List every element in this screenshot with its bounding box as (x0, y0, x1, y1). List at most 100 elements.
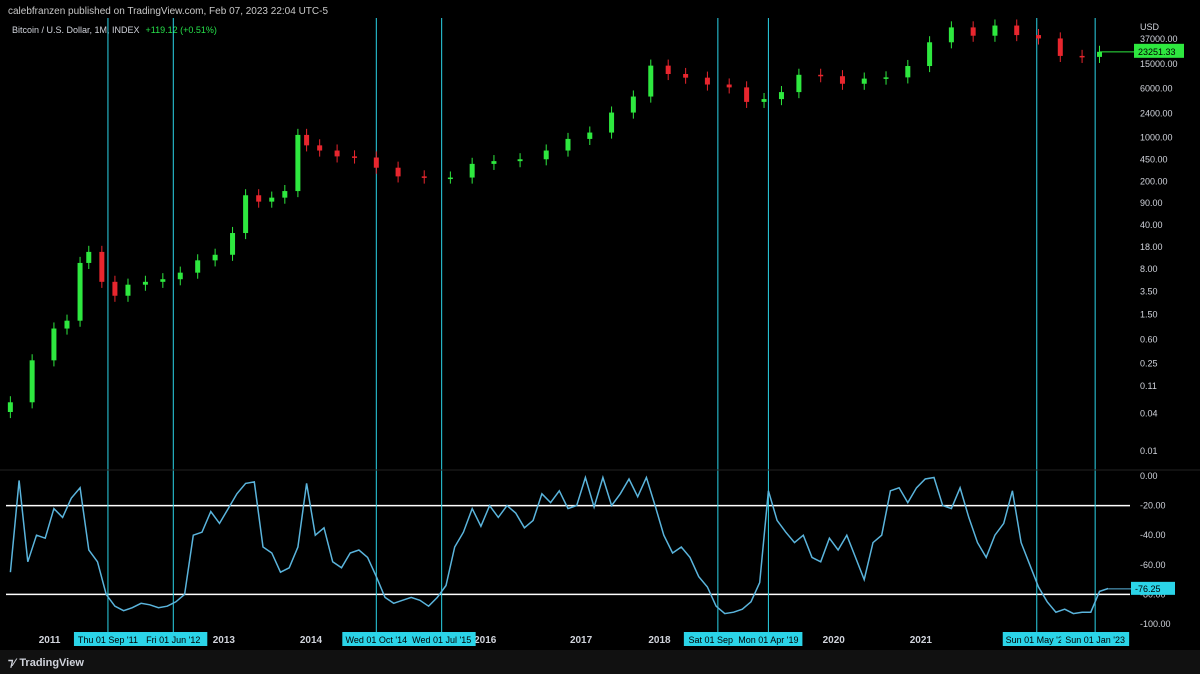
date-marker-label: Fri 01 Jun '12 (146, 635, 200, 645)
candle-body (1036, 35, 1042, 39)
candle-body (543, 150, 549, 160)
symbol-name: Bitcoin / U.S. Dollar, 1M, INDEX (12, 25, 140, 35)
time-tick-label: 2011 (39, 635, 61, 646)
date-marker-tag (139, 632, 208, 646)
oscillator-tick-label: -60.00 (1140, 560, 1166, 570)
price-tick-label: 15000.00 (1140, 59, 1178, 69)
oscillator-tick-label: -20.00 (1140, 501, 1166, 511)
candle-body (160, 279, 166, 282)
oscillator-tick-label: 0.00 (1140, 471, 1158, 481)
candle-body (744, 87, 750, 102)
date-marker-label: Sun 01 Jan '23 (1065, 635, 1125, 645)
candle-body (243, 195, 249, 234)
candle-body (704, 77, 710, 85)
price-tick-label: 6000.00 (1140, 84, 1173, 94)
candle-body (230, 233, 236, 255)
date-marker-label: Wed 01 Oct '14 (346, 635, 408, 645)
tradingview-brand[interactable]: ⁊⁄ TradingView (8, 656, 84, 669)
candle-body (905, 66, 911, 78)
candle-body (256, 195, 262, 202)
symbol-legend: Bitcoin / U.S. Dollar, 1M, INDEX +119.12 … (12, 25, 217, 35)
oscillator-line (9, 474, 1109, 615)
price-tick-label: 3.50 (1140, 287, 1158, 297)
candle-body (29, 360, 35, 403)
date-marker-tag (1061, 632, 1130, 646)
candle-body (295, 134, 301, 192)
date-marker-label: Mon 01 Apr '19 (738, 635, 798, 645)
candle-body (99, 251, 105, 282)
candle-body (726, 84, 732, 88)
candle-body (334, 150, 340, 157)
time-tick-label: 2016 (474, 635, 497, 646)
candle-body (212, 254, 218, 261)
price-tick-label: 18.00 (1140, 242, 1163, 252)
time-tick-label: 2020 (823, 635, 846, 646)
candle-body (491, 161, 497, 164)
candle-body (269, 197, 275, 202)
candle-body (587, 132, 593, 139)
publisher-line: calebfranzen published on TradingView.co… (8, 6, 329, 17)
price-tick-label: 90.00 (1140, 198, 1163, 208)
candle-body (7, 402, 13, 413)
candle-body (1097, 51, 1103, 57)
price-tick-label: 0.04 (1140, 408, 1158, 418)
price-tick-label: 1000.00 (1140, 133, 1173, 143)
oscillator-value-tag (1131, 581, 1175, 595)
axes: USD 37000.00 15000.00 6000.00 2400.00 1000.00… (0, 22, 1200, 646)
date-marker-tag (73, 632, 142, 646)
candle-body (818, 74, 824, 77)
date-marker-label: Thu 01 Sep '11 (78, 635, 138, 645)
candle-body (282, 191, 288, 198)
date-marker-tag (407, 632, 476, 646)
candle-body (86, 251, 92, 263)
candle-body (683, 73, 689, 78)
candle-body (970, 27, 976, 36)
candle-body (177, 272, 183, 280)
date-marker-tag (734, 632, 803, 646)
price-tick-label: 0.25 (1140, 358, 1158, 368)
oscillator-tick-label: -40.00 (1140, 530, 1166, 540)
footer-bar (0, 650, 1200, 674)
candle-body (992, 25, 998, 36)
price-tick-label: 40.00 (1140, 220, 1163, 230)
date-marker-label: Sun 01 May '22 (1006, 635, 1068, 645)
oscillator-line (9, 474, 1131, 615)
candle-body (125, 284, 131, 296)
date-marker-tag (342, 632, 411, 646)
candle-body (64, 320, 70, 329)
candle-body (1079, 55, 1085, 58)
candle-body (778, 92, 784, 100)
candle-body (665, 65, 671, 74)
candle-body (927, 42, 933, 67)
candle-body (796, 74, 802, 93)
candle-body (839, 76, 845, 84)
oscillator-threshold-lines (6, 504, 1130, 596)
candle-body (1014, 25, 1020, 36)
price-candles (7, 19, 1134, 419)
candle-body (373, 157, 379, 168)
candle-body (565, 138, 571, 151)
time-tick-label: 2021 (910, 635, 933, 646)
candle-body (648, 65, 654, 97)
price-tick-label: 8.00 (1140, 264, 1158, 274)
date-marker-tag (1002, 632, 1071, 646)
time-tick-label: 2013 (213, 635, 236, 646)
brand-name: TradingView (19, 657, 84, 669)
cycle-marker-lines (107, 18, 1096, 632)
price-tick-label: 1.50 (1140, 310, 1158, 320)
last-price-label: 23251.33 (1138, 47, 1176, 57)
candle-body (352, 156, 358, 158)
price-tick-label: 0.01 (1140, 446, 1158, 456)
candle-body (317, 145, 323, 151)
oscillator-value-label: -76.25 (1135, 584, 1161, 594)
price-tick-label: 37000.00 (1140, 34, 1178, 44)
date-marker-label: Sat 01 Sep '18 (688, 635, 747, 645)
price-tick-label: 200.00 (1140, 176, 1168, 186)
price-tick-label: 2400.00 (1140, 109, 1173, 119)
candle-body (395, 167, 401, 177)
time-tick-label: 2014 (300, 635, 323, 646)
candle-body (112, 281, 118, 296)
candle-body (630, 96, 636, 113)
candle-body (304, 134, 310, 146)
